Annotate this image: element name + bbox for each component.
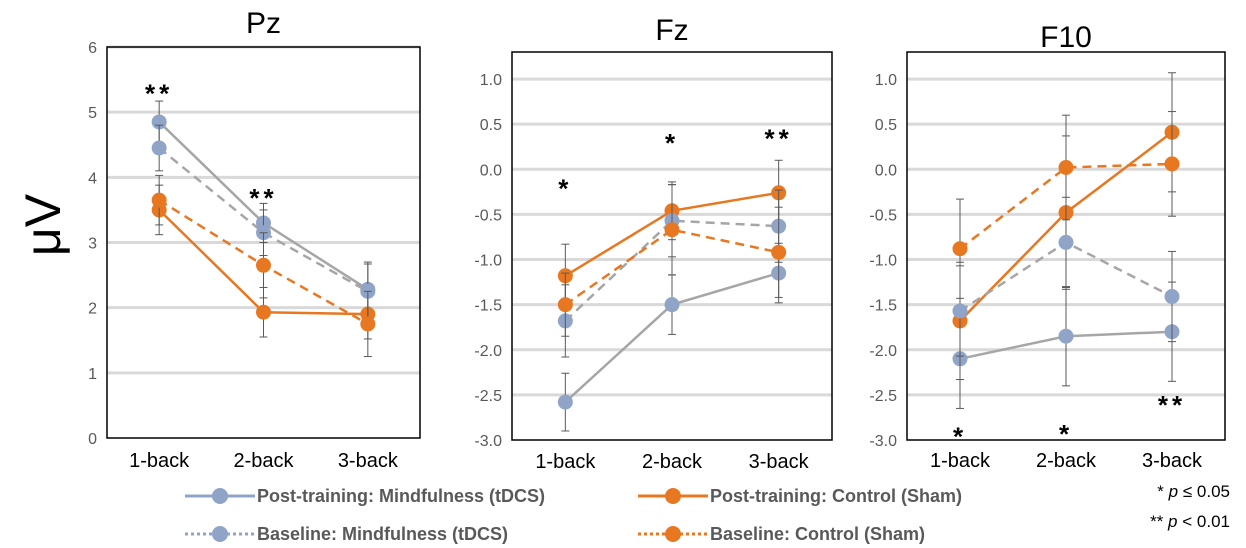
data-point [151,140,167,156]
y-tick-label: 1 [88,366,97,383]
y-tick-label: 4 [88,170,97,187]
data-point [952,303,968,319]
series-line [564,219,779,322]
significance-marker: ** [765,124,793,154]
note-line-1: * p ≤ 0.05 [1157,482,1230,501]
data-point [664,297,680,313]
series-line [158,147,369,293]
data-point [771,244,787,260]
plot-frame [906,51,1226,441]
y-tick-label: -1.5 [869,298,897,315]
y-tick-label: -2.0 [869,343,897,360]
data-point [1058,234,1074,250]
legend-label: Baseline: Control (Sham) [710,524,925,544]
series-baseline-control-sham [151,174,376,358]
x-tick-label: 3-back [749,451,810,473]
legend-swatch-marker [665,488,681,504]
y-tick-label: 0.5 [875,117,897,134]
plot-frame [511,51,833,441]
y-axis-label: μV [15,193,71,256]
y-tick-label: 5 [88,105,97,122]
significance-note: * p ≤ 0.05 ** p < 0.01 [1150,482,1230,531]
legend-label: Post-training: Mindfulness (tDCS) [257,486,545,506]
significance-marker: * [1059,419,1073,449]
legend-item: Post-training: Control (Sham) [638,486,962,506]
data-point [557,297,573,313]
legend-label: Baseline: Mindfulness (tDCS) [257,524,508,544]
y-tick-label: -0.5 [869,207,897,224]
x-tick-label: 3-back [1142,450,1203,472]
panel-title: Fz [655,14,688,47]
legend-label: Post-training: Control (Sham) [710,486,962,506]
significance-marker: ** [1158,390,1186,420]
x-tick-label: 1-back [535,451,596,473]
series-baseline-control-sham [952,111,1180,299]
y-tick-label: -1.0 [869,253,897,270]
x-tick-label: 2-back [1036,450,1097,472]
y-tick-label: 1.0 [480,72,502,89]
y-tick-label: -3.0 [869,433,897,450]
plot-frame [106,46,421,439]
panel-title: Pz [246,7,281,40]
data-point [1058,159,1074,175]
data-point [557,394,573,410]
note-line-2: ** p < 0.01 [1150,512,1230,531]
panel-title: F10 [1040,21,1092,54]
series-post-training-mindfulness-tdcs [952,281,1180,409]
y-tick-label: 0.0 [875,162,897,179]
data-point [952,241,968,257]
y-tick-label: 2 [88,301,97,318]
y-tick-label: 6 [88,40,97,57]
data-point [256,257,271,273]
legend-item: Baseline: Control (Sham) [638,524,925,544]
significance-marker: ** [249,183,277,213]
y-tick-label: -0.5 [474,207,502,224]
data-point [1164,289,1180,305]
legend-swatch-marker [212,526,228,542]
y-tick-label: -1.0 [474,253,502,270]
y-tick-label: 0.5 [480,117,502,134]
series-post-training-mindfulness-tdcs [557,242,787,432]
x-tick-label: 2-back [233,450,294,472]
y-tick-label: -2.5 [869,388,897,405]
y-tick-label: -2.5 [474,388,502,405]
y-tick-label: -1.5 [474,298,502,315]
legend-swatch-marker [212,488,228,504]
legend-item: Baseline: Mindfulness (tDCS) [185,524,508,544]
y-tick-label: 1.0 [875,72,897,89]
data-point [256,304,271,320]
y-tick-label: 3 [88,236,97,253]
series-baseline-control-sham [557,184,787,337]
x-tick-label: 3-back [338,450,399,472]
panel-f10: -3.0 -2.5 -2.0 -1.5 -1.0 -0.5 0.0 0.5 1.0 F10 1-ba… [869,21,1226,472]
legend-item: Post-training: Mindfulness (tDCS) [185,486,545,506]
panel-fz: -3.0 -2.5 -2.0 -1.5 -1.0 -0.5 0.0 0.5 1.0 Fz 1-bac… [474,14,833,473]
data-point [360,316,376,332]
series-line [564,228,779,306]
y-tick-label: -2.0 [474,343,502,360]
data-point [1164,156,1180,172]
y-tick-label: 0.0 [480,162,502,179]
data-point [1058,328,1074,344]
y-tick-label: 0 [88,431,97,448]
legend: Post-training: Mindfulness (tDCS) Post-tr… [185,486,962,544]
data-point [151,192,167,208]
x-tick-label: 1-back [129,450,190,472]
significance-marker: * [558,173,572,203]
panel-pz: 0 1 2 3 4 5 6 Pz 1-back 2-back 3-back ** ** [88,7,421,472]
legend-swatch-marker [665,526,681,542]
significance-marker: * [665,128,679,158]
significance-marker: ** [145,79,173,109]
y-tick-label: -3.0 [474,433,502,450]
significance-marker: * [953,421,967,451]
x-tick-label: 2-back [642,451,703,473]
data-point [664,222,680,238]
x-tick-label: 1-back [930,450,991,472]
